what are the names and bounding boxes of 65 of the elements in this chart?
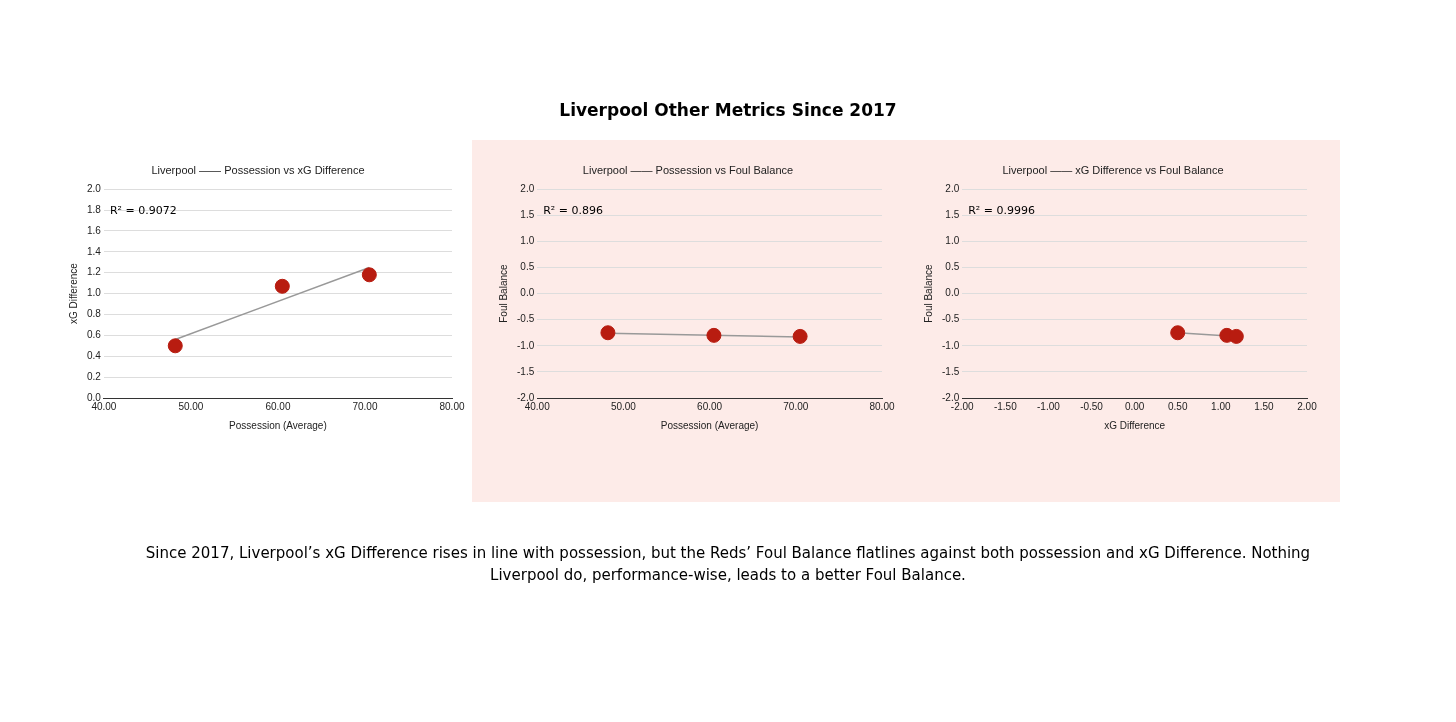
x-tick-label: 50.00 (610, 400, 637, 412)
x-axis-title: xG Difference (1104, 419, 1166, 431)
annotation: R² = 0.9072 (109, 204, 177, 218)
x-tick-label: 0.00 (1124, 400, 1145, 412)
x-tick-label: -0.50 (1080, 400, 1104, 412)
y-tick-label: -1.0 (942, 339, 960, 351)
y-axis-title: xG Difference (67, 262, 79, 325)
y-tick-label: 2.0 (945, 182, 960, 194)
x-tick-label: 1.50 (1254, 400, 1275, 412)
y-tick-label: -2.0 (517, 391, 535, 403)
y-tick-label: -1.0 (517, 339, 535, 351)
x-tick-label: 1.00 (1211, 400, 1231, 412)
point (167, 338, 183, 354)
x-tick-label: 70.00 (352, 400, 378, 412)
x-tick-label: 80.00 (869, 400, 895, 412)
y-axis-title: Foul Balance (922, 263, 934, 323)
point (274, 278, 290, 294)
y-tick-label: 1.5 (520, 209, 535, 221)
x-tick-label: 60.00 (265, 400, 291, 412)
point (361, 267, 377, 283)
y-tick-label: 1.0 (520, 235, 535, 247)
text: Liverpool Other Metrics Since 2017 (558, 100, 898, 120)
y-tick-label: 1.0 (87, 287, 102, 299)
y-tick-label: 0.5 (945, 261, 960, 273)
y-tick-label: -0.5 (517, 313, 535, 325)
y-tick-label: 0.0 (87, 391, 102, 403)
y-tick-label: 0.5 (520, 261, 535, 273)
x-tick-label: 60.00 (697, 400, 723, 412)
y-tick-label: 0.2 (87, 370, 102, 382)
x-tick-label: -2.00 (950, 400, 975, 412)
x-tick-label: 70.00 (783, 400, 809, 412)
x-tick-label: -1.50 (993, 400, 1018, 412)
y-tick-label: 2.0 (520, 182, 535, 194)
chart-title: Liverpool —— Possession vs Foul Balance (582, 163, 794, 176)
x-tick-label: 40.00 (91, 400, 117, 412)
y-tick-label: 1.0 (945, 235, 960, 247)
y-tick-label: 1.4 (87, 245, 102, 257)
y-tick-label: -1.5 (517, 365, 535, 377)
chart-title: Liverpool —— xG Difference vs Foul Balance (1002, 163, 1224, 176)
y-tick-label: -0.5 (942, 313, 960, 325)
y-tick-label: 1.2 (87, 266, 102, 278)
y-tick-label: 1.5 (945, 209, 960, 221)
y-tick-label: 0.0 (520, 287, 535, 299)
x-tick-label: 2.00 (1297, 400, 1318, 412)
x-tick-label: 80.00 (439, 400, 465, 412)
y-tick-label: 2.0 (87, 182, 102, 194)
y-tick-label: 0.0 (945, 287, 960, 299)
text: Since 2017, Liverpool’s xG Difference rises in line with possession, but the Reds’ Foul Balance flatlines against both possession and xG Difference. Nothing Liverpool do, performance-wise, leads to a better Foul Balance. (144, 543, 1312, 586)
y-tick-label: 1.6 (87, 224, 102, 236)
y-tick-label: 0.8 (87, 308, 102, 320)
y-tick-label: -2.0 (942, 391, 960, 403)
annotation: R² = 0.9996 (968, 204, 1035, 218)
y-tick-label: 0.4 (87, 349, 102, 361)
x-tick-label: 50.00 (178, 400, 204, 412)
y-tick-label: 0.6 (87, 329, 102, 341)
y-tick-label: -1.5 (942, 365, 960, 377)
x-axis-title: Possession (Average) (229, 419, 327, 431)
y-axis-title: Foul Balance (497, 263, 509, 323)
x-axis-title: Possession (Average) (660, 419, 759, 431)
chart-title: Liverpool —— Possession vs xG Difference (151, 163, 365, 176)
y-tick-label: 1.8 (87, 203, 102, 215)
x-tick-label: 0.50 (1167, 400, 1188, 412)
x-tick-label: -1.00 (1037, 400, 1061, 412)
annotation: R² = 0.896 (543, 204, 603, 218)
x-tick-label: 40.00 (524, 400, 551, 412)
